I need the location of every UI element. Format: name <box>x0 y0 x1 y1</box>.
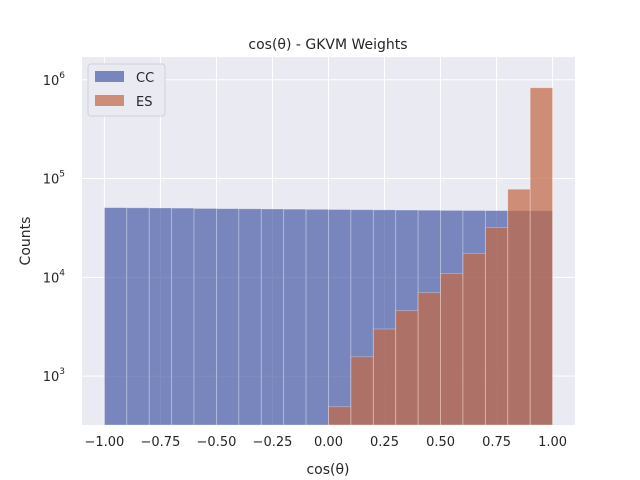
cc-bar <box>305 208 329 426</box>
x-tick-label: 0.75 <box>482 435 511 450</box>
legend-label-es: ES <box>136 95 152 110</box>
cc-bar <box>328 209 352 426</box>
cc-bar <box>126 207 150 426</box>
legend-swatch-es <box>95 95 124 106</box>
es-bar <box>484 227 509 426</box>
x-tick-label: 0.50 <box>426 435 455 450</box>
es-bar <box>440 273 464 426</box>
y-axis-label: Counts <box>18 217 34 266</box>
y-tick-label: 105 <box>43 170 65 188</box>
x-tick-label: −1.00 <box>84 435 124 450</box>
x-tick-labels: −1.00 −0.75 −0.50 −0.25 0.00 0.25 0.50 0.75 1.00 <box>84 435 567 450</box>
es-bar <box>529 87 553 426</box>
cc-bar <box>171 207 195 426</box>
chart-title: cos(θ) - GKVM Weights <box>248 37 407 53</box>
cc-bar <box>283 208 307 426</box>
cc-bar <box>260 208 285 426</box>
y-tick-label: 104 <box>43 268 66 286</box>
cc-bar <box>104 207 128 426</box>
es-bars <box>328 87 553 426</box>
es-bar <box>372 328 397 426</box>
x-tick-label: −0.50 <box>197 435 237 450</box>
cc-bar <box>238 208 262 426</box>
x-tick-label: 0.00 <box>314 435 343 450</box>
es-bar <box>350 356 374 426</box>
cc-bar <box>148 207 173 426</box>
x-tick-label: −0.75 <box>141 435 181 450</box>
es-bar <box>507 188 531 426</box>
es-bar <box>462 252 486 426</box>
x-tick-label: −0.25 <box>253 435 293 450</box>
cc-bar <box>216 208 240 426</box>
es-bar <box>417 292 441 426</box>
es-bar <box>395 310 419 426</box>
x-axis-label: cos(θ) <box>306 462 349 478</box>
es-bar <box>328 406 352 426</box>
y-tick-labels: 103 104 105 106 <box>43 71 66 385</box>
cc-bar <box>193 208 217 426</box>
legend-swatch-cc <box>95 71 124 82</box>
y-tick-label: 106 <box>43 71 66 89</box>
y-tick-label: 103 <box>43 367 65 385</box>
legend-label-cc: CC <box>136 71 154 86</box>
x-tick-label: 0.25 <box>370 435 399 450</box>
legend: CC ES <box>87 63 166 117</box>
x-tick-label: 1.00 <box>538 435 567 450</box>
